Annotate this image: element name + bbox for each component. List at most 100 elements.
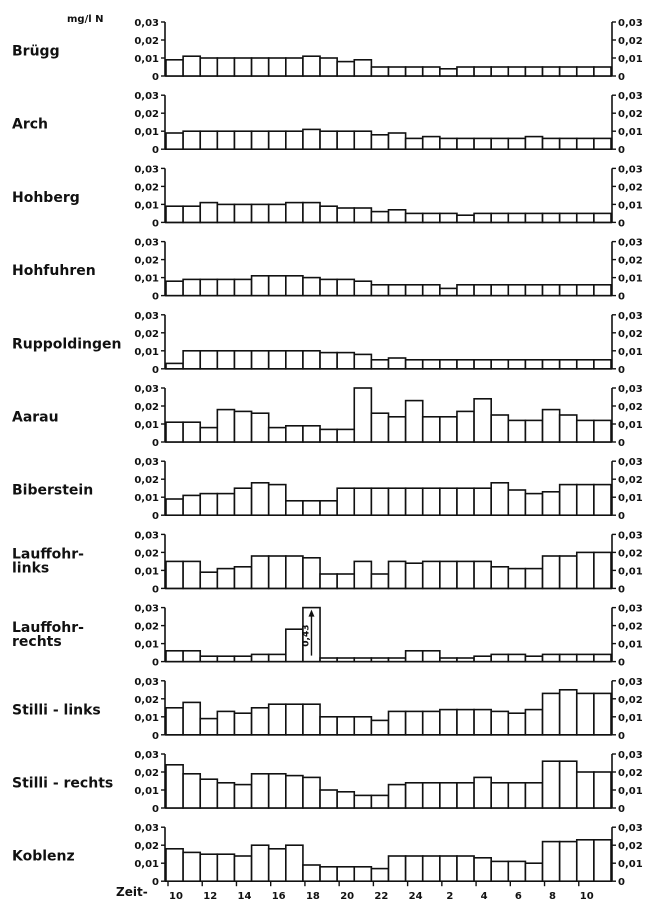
bar (216, 203, 236, 224)
bar (404, 66, 424, 77)
bar (473, 66, 492, 77)
bar (421, 66, 441, 77)
bar (541, 653, 561, 663)
left-tick-label: 0 (152, 365, 159, 376)
bar (456, 66, 475, 77)
bar (302, 499, 321, 516)
bar (319, 499, 338, 516)
right-tick-label: 0 (618, 877, 625, 888)
bar (524, 492, 544, 517)
bar (473, 560, 492, 590)
bar (507, 781, 527, 809)
bar (541, 692, 561, 736)
bar (267, 203, 287, 224)
bar (353, 560, 373, 590)
right-tick-label: 0,03 (618, 238, 643, 249)
bar (558, 137, 578, 150)
bar (387, 283, 407, 297)
panel-6: 0,03 0,03 0,02 0,02 0,01 0,01 0 0 Biberstein (12, 457, 643, 522)
bar (370, 719, 390, 736)
bar (541, 490, 561, 516)
left-tick-label: 0 (152, 877, 159, 888)
bar (456, 560, 475, 590)
bar (285, 57, 304, 77)
right-tick-label: 0,03 (618, 677, 643, 688)
bar (199, 717, 219, 736)
bar (439, 68, 458, 77)
bar (507, 419, 527, 443)
right-tick-label: 0,03 (618, 604, 643, 615)
right-tick-label: 0,01 (618, 566, 643, 577)
station-label: Hohfuhren (12, 263, 96, 279)
bar (182, 701, 202, 736)
right-tick-label: 0 (618, 511, 625, 522)
station-label: Koblenz (12, 849, 75, 865)
bar (473, 856, 492, 882)
left-tick-label: 0,01 (134, 786, 159, 797)
x-axis-label: Zeit- (116, 885, 148, 899)
right-tick-label: 0,02 (618, 182, 643, 193)
bar (524, 708, 544, 736)
bar (404, 781, 424, 809)
bar (593, 771, 612, 809)
bar (404, 399, 424, 443)
x-tick-label: 8 (549, 891, 556, 899)
bar (233, 130, 253, 150)
bar (165, 560, 184, 590)
bar (336, 60, 356, 77)
bar (370, 134, 390, 151)
bar (216, 408, 236, 443)
bar (541, 840, 561, 882)
bar (250, 844, 270, 883)
bar (370, 794, 390, 809)
bar (302, 864, 321, 883)
bar (319, 428, 338, 443)
bar (524, 135, 544, 151)
bar (353, 353, 373, 370)
bar (404, 649, 424, 663)
bar (336, 351, 356, 370)
bar (456, 214, 475, 224)
x-tick-label: 18 (306, 891, 320, 899)
panel-5: 0,03 0,03 0,02 0,02 0,01 0,01 0 0 Aarau (12, 384, 643, 449)
bar (353, 865, 373, 882)
bar (199, 778, 219, 809)
bar (558, 66, 578, 77)
bar (575, 483, 595, 517)
bar (473, 708, 492, 736)
bar (267, 555, 287, 590)
bar (216, 853, 236, 883)
panel-7: 0,03 0,03 0,02 0,02 0,01 0,01 0 0 Lauffohr-links (12, 530, 643, 595)
right-tick-label: 0,03 (618, 750, 643, 761)
bar (439, 212, 458, 224)
bar (267, 653, 287, 663)
right-tick-label: 0 (618, 731, 625, 742)
bar (558, 760, 578, 809)
bar (267, 130, 287, 150)
left-tick-label: 0,03 (134, 750, 159, 761)
bar (353, 280, 373, 297)
bar (421, 212, 441, 224)
bar (267, 57, 287, 77)
bar (267, 349, 287, 370)
left-tick-label: 0,03 (134, 677, 159, 688)
bar (199, 853, 219, 883)
right-tick-label: 0,01 (618, 493, 643, 504)
bar (404, 562, 424, 590)
bar (165, 205, 184, 224)
right-tick-label: 0 (618, 218, 625, 229)
panel-8: 0,03 0,03 0,02 0,02 0,01 0,01 0 0 Lauffohr-recht… (12, 604, 643, 669)
bar (250, 57, 270, 77)
bar (387, 415, 407, 443)
station-label: Biberstein (12, 483, 93, 499)
bar (370, 66, 390, 77)
bar (473, 212, 492, 224)
bar (404, 487, 424, 517)
left-tick-label: 0,03 (134, 311, 159, 322)
bar (216, 130, 236, 150)
bar (233, 410, 253, 443)
bar (165, 421, 184, 443)
bar (490, 710, 510, 736)
bar (558, 358, 578, 370)
bar (182, 278, 202, 297)
